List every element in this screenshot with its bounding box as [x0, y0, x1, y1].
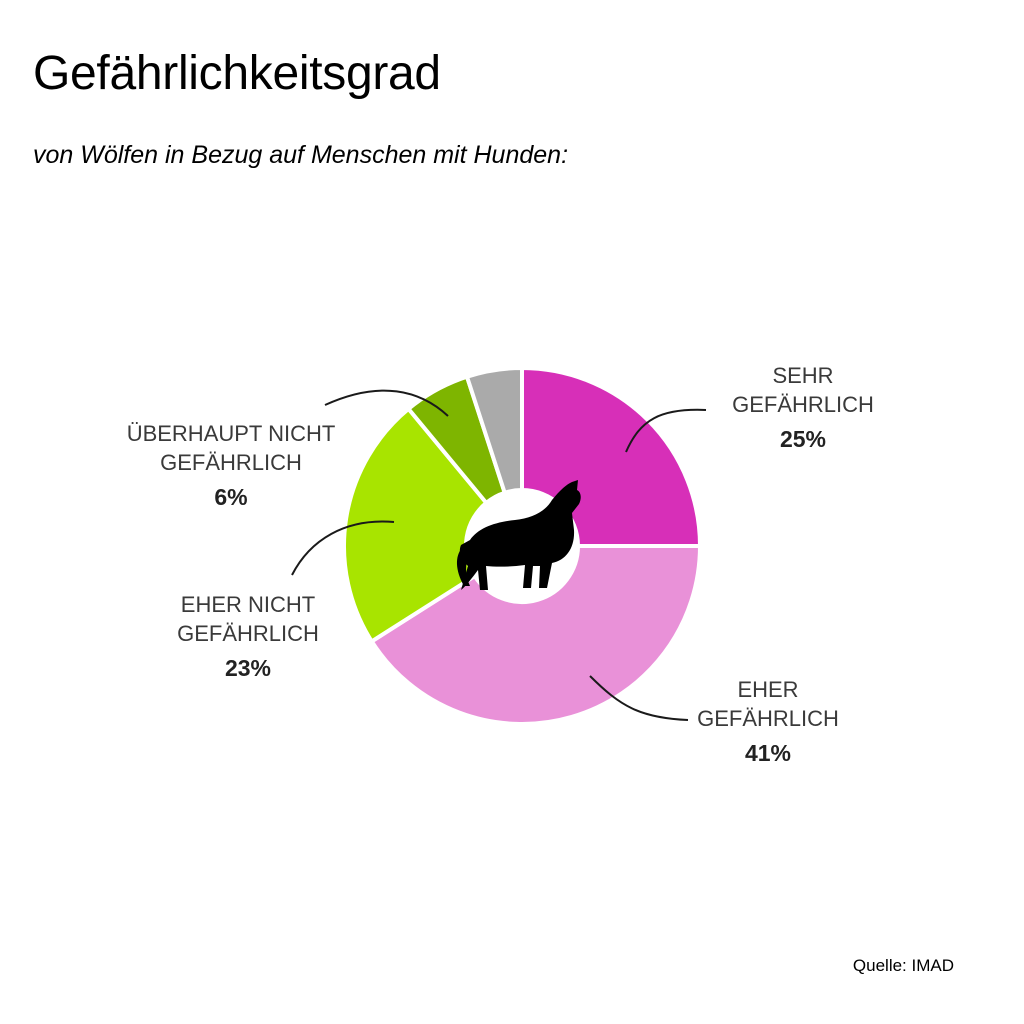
slice-label-eher-gefaehrlich: GEFÄHRLICH — [697, 706, 839, 731]
source-note: Quelle: IMAD — [852, 956, 954, 975]
slice-label-eher-nicht-gefaehrlich: GEFÄHRLICH — [177, 621, 319, 646]
slice-value-eher-gefaehrlich: 41% — [745, 740, 791, 766]
slice-value-eher-nicht-gefaehrlich: 23% — [225, 655, 271, 681]
chart-subtitle: von Wölfen in Bezug auf Menschen mit Hun… — [33, 141, 569, 169]
slice-value-sehr-gefaehrlich: 25% — [780, 426, 826, 452]
leader-line-sehr-gefaehrlich — [625, 408, 707, 453]
leader-line-eher-nicht-gefaehrlich — [291, 520, 395, 576]
slice-labels: SEHR GEFÄHRLICH 25% EHER GEFÄHRLICH 41% EHER N… — [127, 363, 874, 766]
slice-label-eher-nicht-gefaehrlich: EHER NICHT — [181, 592, 315, 617]
slice-keine-angabe — [464, 365, 524, 496]
leader-line-eher-gefaehrlich — [589, 675, 689, 721]
slice-label-eher-gefaehrlich: EHER — [737, 677, 798, 702]
slice-value-ueberhaupt-nicht-gefaehrlich: 6% — [214, 484, 247, 510]
howling-wolf-icon — [456, 480, 581, 590]
slice-label-ueberhaupt-nicht-gefaehrlich: ÜBERHAUPT NICHT — [127, 421, 336, 446]
chart-title: Gefährlichkeitsgrad — [33, 47, 441, 100]
leader-line-ueberhaupt-nicht-gefaehrlich — [324, 389, 449, 417]
slice-label-sehr-gefaehrlich: GEFÄHRLICH — [732, 392, 874, 417]
slice-label-sehr-gefaehrlich: SEHR — [772, 363, 833, 388]
slice-label-ueberhaupt-nicht-gefaehrlich: GEFÄHRLICH — [160, 450, 302, 475]
